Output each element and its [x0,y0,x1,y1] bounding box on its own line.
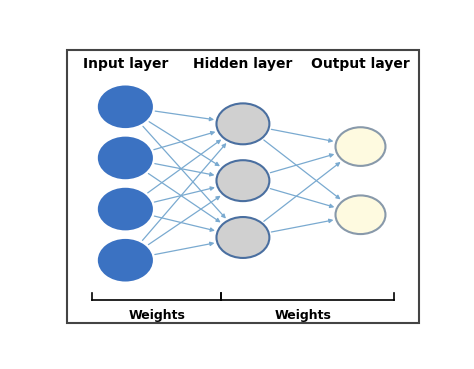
Text: Input layer: Input layer [82,57,168,71]
Text: Hidden layer: Hidden layer [193,57,292,71]
Text: Weights: Weights [128,309,185,322]
Circle shape [217,160,269,201]
Circle shape [98,188,153,230]
Circle shape [336,196,385,234]
Circle shape [336,127,385,166]
Text: Output layer: Output layer [311,57,410,71]
Circle shape [98,86,153,128]
Text: Weights: Weights [275,309,332,322]
Circle shape [217,103,269,144]
Circle shape [98,137,153,179]
Circle shape [98,239,153,282]
Circle shape [217,217,269,258]
